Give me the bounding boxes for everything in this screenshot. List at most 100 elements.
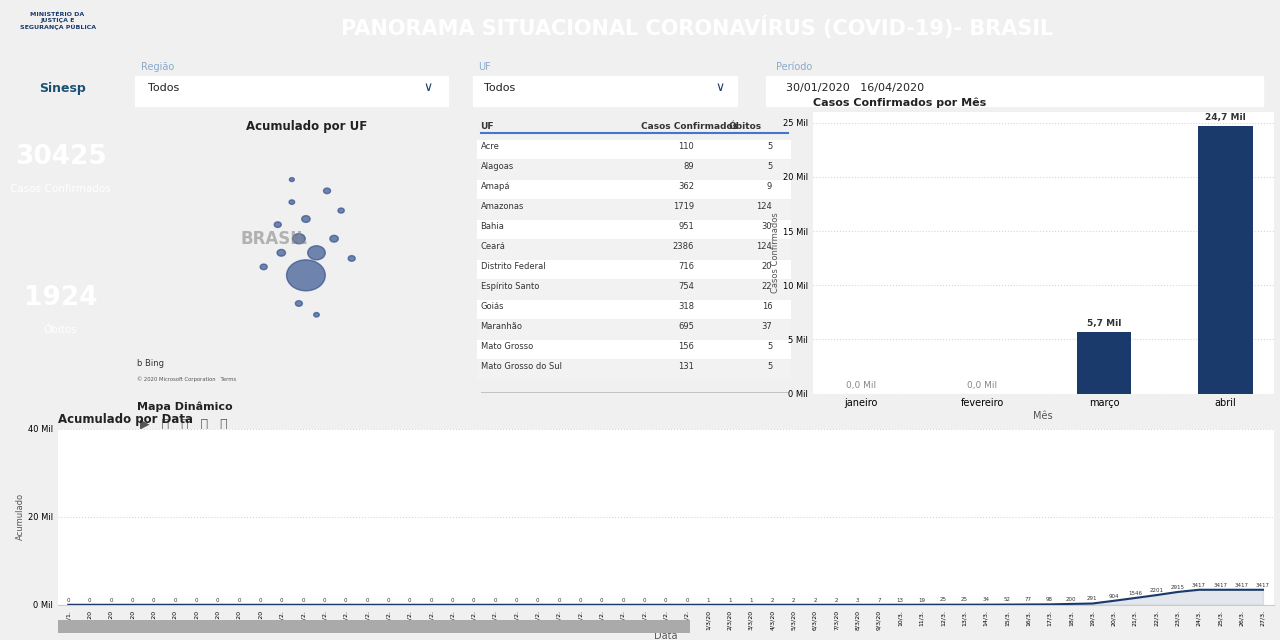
Text: 5: 5 <box>767 142 772 151</box>
Text: 0: 0 <box>664 598 667 603</box>
Text: UF: UF <box>479 61 492 72</box>
Text: 0: 0 <box>259 598 262 603</box>
Bar <box>472 76 737 106</box>
X-axis label: Data: Data <box>654 631 677 640</box>
Bar <box>477 241 791 259</box>
Text: 34: 34 <box>982 598 989 602</box>
Circle shape <box>287 260 325 291</box>
Text: 291: 291 <box>1087 596 1097 602</box>
Bar <box>477 260 791 279</box>
Text: 0: 0 <box>301 598 305 603</box>
Text: 2: 2 <box>792 598 795 603</box>
Text: 3417: 3417 <box>1192 582 1206 588</box>
Text: Distrito Federal: Distrito Federal <box>480 262 545 271</box>
Text: 22: 22 <box>762 282 772 291</box>
Circle shape <box>274 222 282 227</box>
Text: Todos: Todos <box>147 83 179 93</box>
Bar <box>477 220 791 239</box>
Bar <box>134 76 448 106</box>
Text: 695: 695 <box>678 322 694 331</box>
Circle shape <box>338 208 344 213</box>
Text: Casos Confirmados por Mês: Casos Confirmados por Mês <box>813 98 986 108</box>
Text: Mapa Dinâmico: Mapa Dinâmico <box>137 402 233 412</box>
Text: Goiás: Goiás <box>480 302 504 311</box>
Text: Mato Grosso: Mato Grosso <box>480 342 532 351</box>
Text: ∨: ∨ <box>424 81 433 94</box>
Text: 1: 1 <box>707 598 710 603</box>
Text: Ceará: Ceará <box>480 242 506 251</box>
Bar <box>477 140 791 159</box>
Circle shape <box>293 234 305 244</box>
Circle shape <box>348 255 356 261</box>
Text: 110: 110 <box>678 142 694 151</box>
Text: 0: 0 <box>472 598 475 603</box>
Text: 124: 124 <box>756 202 772 211</box>
Text: 2: 2 <box>835 598 838 603</box>
Text: 0: 0 <box>323 598 326 603</box>
Text: 0: 0 <box>344 598 347 603</box>
Text: ▶   ⏸   ⏹   ⏮   ⏭: ▶ ⏸ ⏹ ⏮ ⏭ <box>141 417 228 431</box>
Text: 362: 362 <box>678 182 694 191</box>
Text: Maranhão: Maranhão <box>480 322 522 331</box>
Text: 0: 0 <box>429 598 433 603</box>
Bar <box>477 180 791 199</box>
Text: 0: 0 <box>557 598 561 603</box>
Text: 77: 77 <box>1025 597 1032 602</box>
Text: Casos Confirmados: Casos Confirmados <box>640 122 737 131</box>
Text: 0: 0 <box>515 598 518 603</box>
Y-axis label: Casos Confirmados: Casos Confirmados <box>771 212 780 293</box>
Text: 30: 30 <box>762 222 772 231</box>
Text: 2201: 2201 <box>1149 588 1164 593</box>
Text: Acre: Acre <box>480 142 499 151</box>
Text: 716: 716 <box>678 262 694 271</box>
Text: 1719: 1719 <box>673 202 694 211</box>
Text: 5: 5 <box>767 362 772 371</box>
Circle shape <box>330 236 338 242</box>
Text: Amapá: Amapá <box>480 182 509 191</box>
Bar <box>477 340 791 359</box>
Text: Sinesp: Sinesp <box>40 82 86 95</box>
Text: Região: Região <box>141 61 174 72</box>
Bar <box>477 300 791 319</box>
X-axis label: Mês: Mês <box>1033 412 1053 421</box>
Y-axis label: Acumulado: Acumulado <box>15 493 24 540</box>
Text: 13: 13 <box>897 598 904 602</box>
Text: 1546: 1546 <box>1128 591 1142 596</box>
Circle shape <box>289 178 294 182</box>
Text: 0: 0 <box>131 598 134 603</box>
Text: Óbitos: Óbitos <box>44 325 78 335</box>
Bar <box>1198 126 1253 394</box>
Text: 7: 7 <box>877 598 881 603</box>
Bar <box>477 321 791 339</box>
Text: © 2020 Microsoft Corporation   Terms: © 2020 Microsoft Corporation Terms <box>137 377 237 382</box>
Text: Período: Período <box>776 61 813 72</box>
Text: BRASIL: BRASIL <box>241 230 307 248</box>
Text: 0: 0 <box>237 598 241 603</box>
Text: 131: 131 <box>678 362 694 371</box>
Text: 0: 0 <box>621 598 625 603</box>
Text: 0: 0 <box>67 598 70 603</box>
Text: 19: 19 <box>918 598 925 602</box>
Text: 0: 0 <box>643 598 646 603</box>
Text: 2: 2 <box>813 598 817 603</box>
Text: ∨: ∨ <box>716 81 724 94</box>
Text: 3417: 3417 <box>1256 582 1270 588</box>
Text: 2915: 2915 <box>1171 585 1184 590</box>
Circle shape <box>314 312 319 317</box>
Text: 0: 0 <box>536 598 539 603</box>
Text: 0: 0 <box>195 598 198 603</box>
Text: 52: 52 <box>1004 597 1010 602</box>
Text: Amazonas: Amazonas <box>480 202 524 211</box>
Text: 37: 37 <box>762 322 772 331</box>
Text: 951: 951 <box>678 222 694 231</box>
Text: 20: 20 <box>762 262 772 271</box>
Text: 16: 16 <box>762 302 772 311</box>
Text: 3417: 3417 <box>1235 582 1248 588</box>
Text: 2: 2 <box>771 598 774 603</box>
Text: Acumulado por Data: Acumulado por Data <box>58 413 192 426</box>
Text: Acumulado por UF: Acumulado por UF <box>246 120 367 134</box>
Text: 1: 1 <box>749 598 753 603</box>
Text: 1: 1 <box>728 598 731 603</box>
Text: 0: 0 <box>365 598 369 603</box>
Text: 0: 0 <box>493 598 497 603</box>
